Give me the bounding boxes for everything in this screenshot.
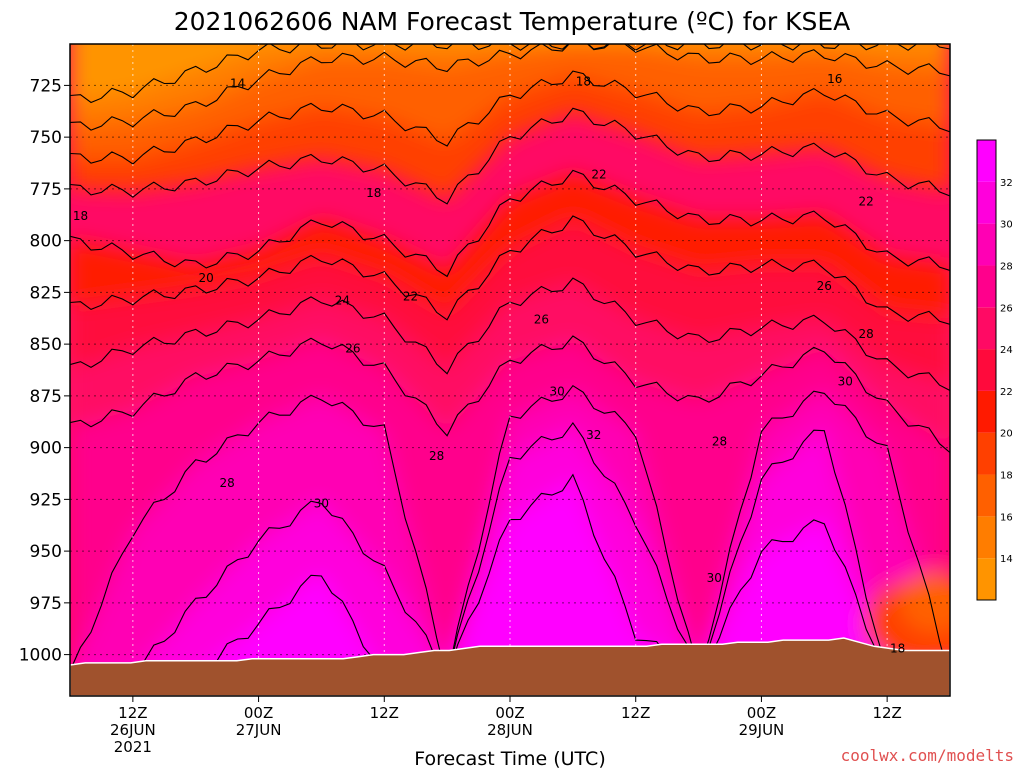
contour-label: 26 (345, 341, 360, 355)
colorbar-swatch (977, 181, 996, 224)
y-tick-label: 750 (30, 128, 62, 148)
y-tick-label: 825 (30, 283, 62, 303)
contour-label: 30 (550, 385, 565, 399)
colorbar-swatch (977, 390, 996, 433)
contour-label: 18 (576, 74, 591, 88)
colorbar-label: 16 (1000, 512, 1013, 523)
terrain (70, 637, 950, 696)
contour-label: 30 (314, 497, 329, 511)
contour-label: 18 (366, 186, 381, 200)
y-tick-label: 775 (30, 180, 62, 200)
y-tick-label: 925 (30, 490, 62, 510)
colorbar-swatch (977, 432, 996, 475)
colorbar-swatch (977, 307, 996, 350)
colorbar-label: 32 (1000, 178, 1013, 189)
contour-label: 28 (712, 434, 727, 448)
contour-label: 22 (403, 290, 418, 304)
contour-26 (70, 335, 950, 454)
x-tick-label: 12Z (370, 704, 399, 722)
contour-label: 26 (817, 279, 832, 293)
colorbar-label: 28 (1000, 261, 1013, 272)
x-tick-label: 29JUN (739, 721, 785, 739)
colorbar-swatch (977, 349, 996, 391)
y-tick-label: 850 (30, 335, 62, 355)
contour-label: 24 (335, 294, 350, 308)
contour-label: 16 (827, 72, 842, 86)
colorbar-swatch (977, 558, 996, 600)
contour-14 (70, 44, 950, 131)
contour-label: 26 (534, 312, 549, 326)
temperature-band (70, 478, 950, 696)
contour-20 (70, 169, 950, 278)
x-tick-label: 12Z (118, 704, 147, 722)
y-axis: 725 750 775 800 825 850 875 900 925 950 975 1000 (19, 76, 70, 666)
colorbar-label: 30 (1000, 220, 1013, 231)
temperature-field (70, 44, 950, 696)
colorbar-label: 14 (1000, 554, 1013, 565)
contour-22 (70, 215, 950, 325)
colorbar-label: 22 (1000, 387, 1013, 398)
x-tick-label: 26JUN (110, 721, 156, 739)
y-tick-label: 725 (30, 76, 62, 96)
y-tick-label: 875 (30, 387, 62, 407)
colorbar-swatch (977, 140, 996, 182)
colorbar-label: 24 (1000, 345, 1013, 356)
contour-label: 18 (890, 641, 905, 655)
contour-label: 28 (859, 327, 874, 341)
x-tick-label: 28JUN (487, 721, 533, 739)
contour-label: 30 (838, 374, 853, 388)
contour-16 (70, 70, 950, 165)
colorbar-label: 26 (1000, 303, 1013, 314)
y-tick-label: 950 (30, 542, 62, 562)
x-tick-label: 12Z (621, 704, 650, 722)
contour-label: 32 (586, 428, 601, 442)
contour-label: 20 (199, 271, 214, 285)
colorbar-label: 20 (1000, 429, 1013, 440)
contour-label: 14 (230, 76, 245, 90)
credit-text: coolwx.com/modelts (841, 746, 1014, 765)
cool-pool (899, 572, 950, 633)
colorbar-swatch (977, 516, 996, 559)
colorbar-swatch (977, 223, 996, 266)
y-tick-label: 900 (30, 439, 62, 459)
temperature-band (70, 44, 950, 158)
y-tick-label: 800 (30, 232, 62, 252)
contour-label: 22 (859, 194, 874, 208)
contour-label: 28 (429, 449, 444, 463)
x-tick-label: 12Z (872, 704, 901, 722)
contour-label: 22 (591, 167, 606, 181)
y-tick-label: 1000 (19, 646, 62, 666)
x-tick-label: 2021 (114, 738, 152, 756)
contour-label: 18 (73, 209, 88, 223)
plot-area: 14 18 16 18 22 18 22 20 24 22 26 26 28 26 30 30 32 28 28 28… (70, 44, 950, 696)
colorbar-frame (976, 139, 997, 601)
colorbar-label: 18 (1000, 471, 1013, 482)
contour-labels: 14 18 16 18 22 18 22 20 24 22 26 26 28 26 30 30 32 28 28 28… (73, 72, 905, 655)
contour-18 (70, 107, 950, 205)
colorbar-swatch (977, 265, 996, 308)
colorbar: 14 16 18 20 22 24 26 28 30 32 (976, 139, 1013, 601)
contour-30 (70, 421, 950, 683)
contour-label: 30 (707, 571, 722, 585)
x-axis-label: Forecast Time (UTC) (414, 748, 605, 768)
contour-12 (70, 44, 950, 104)
x-tick-label: 00Z (747, 704, 776, 722)
y-tick-label: 975 (30, 594, 62, 614)
x-tick-label: 00Z (244, 704, 273, 722)
x-tick-label: 27JUN (236, 721, 282, 739)
contour-label: 28 (220, 476, 235, 490)
temperature-band (70, 44, 950, 127)
temperature-band (70, 44, 950, 100)
x-tick-label: 00Z (495, 704, 524, 722)
chart-title: 2021062606 NAM Forecast Temperature (ºC)… (174, 7, 851, 36)
colorbar-swatch (977, 474, 996, 517)
